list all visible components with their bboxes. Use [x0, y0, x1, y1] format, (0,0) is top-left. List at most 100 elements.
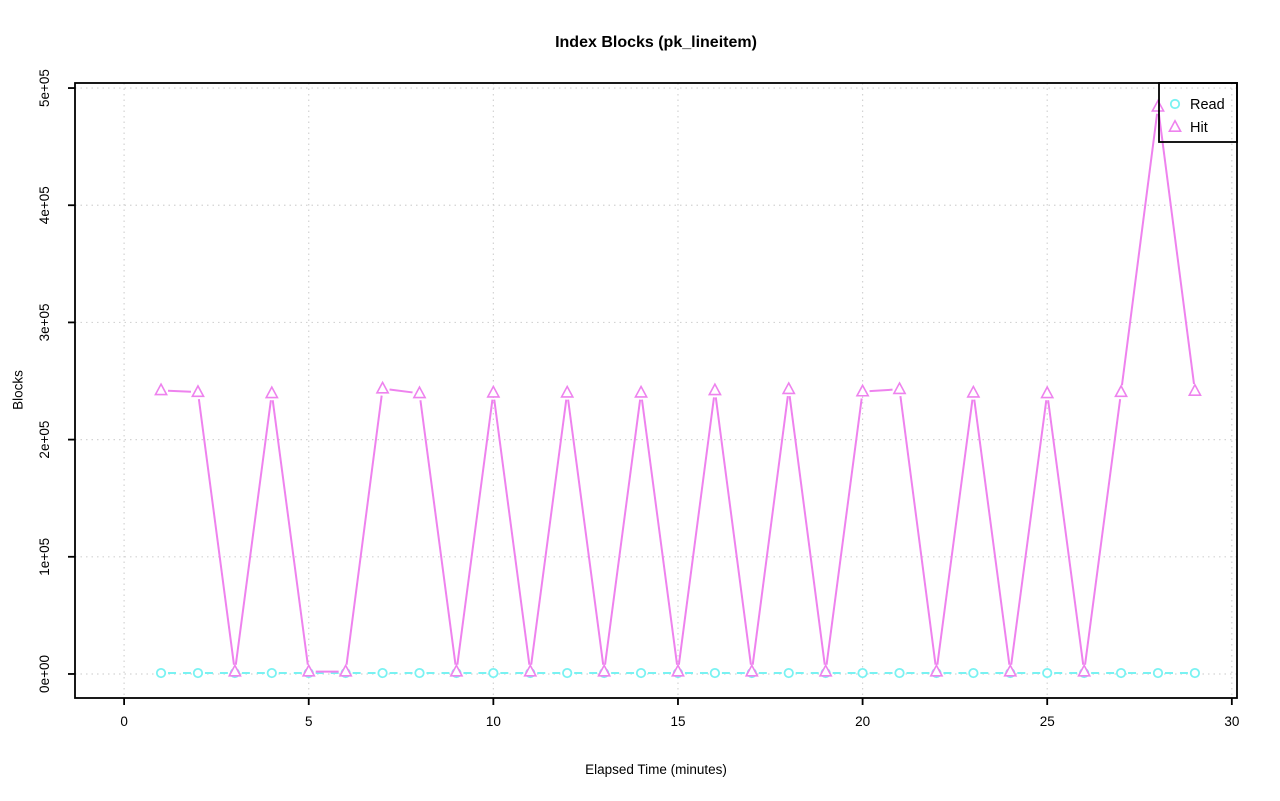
x-axis: 0 5 10 15 20 25 30	[120, 698, 1239, 729]
series-line-segment	[973, 399, 1011, 665]
circle-marker-icon	[1189, 667, 1201, 679]
legend-item-label: Read	[1190, 97, 1225, 113]
series-line-segment	[899, 396, 937, 665]
legend-read-marker-icon	[1169, 98, 1181, 110]
triangle-marker-icon	[338, 663, 353, 677]
circle-marker-icon	[968, 667, 979, 679]
circle-marker-icon	[857, 667, 868, 679]
x-axis-title: Elapsed Time (minutes)	[585, 762, 727, 777]
series-line-segment	[788, 396, 826, 665]
triangle-marker-icon	[412, 385, 427, 399]
gridlines	[75, 83, 1237, 698]
triangle-marker-icon	[1187, 383, 1202, 396]
series-line-segment	[1120, 113, 1159, 386]
triangle-marker-icon	[523, 663, 538, 677]
series-line-segment	[530, 399, 568, 665]
series-line-segment	[604, 399, 642, 665]
series-line-segment	[197, 398, 235, 665]
circle-marker-icon	[266, 667, 277, 679]
triangle-marker-icon	[375, 380, 390, 394]
series-line-segment	[234, 400, 272, 665]
triangle-marker-icon	[191, 384, 205, 398]
triangle-marker-icon	[301, 663, 316, 677]
triangle-marker-icon	[154, 382, 168, 396]
legend-hit-marker-icon	[1168, 119, 1182, 132]
triangle-marker-icon	[929, 663, 944, 677]
circle-marker-icon	[709, 667, 720, 679]
series-line-segment	[869, 388, 893, 393]
x-tick-label: 5	[305, 714, 313, 729]
triangle-marker-icon	[634, 384, 648, 398]
circle-marker-icon	[783, 667, 794, 679]
x-tick-label: 25	[1040, 714, 1055, 729]
triangle-marker-icon	[560, 384, 575, 398]
triangle-marker-icon	[855, 383, 870, 397]
triangle-marker-icon	[671, 663, 685, 677]
triangle-marker-icon	[966, 384, 981, 398]
series-line-segment	[419, 400, 457, 665]
y-tick-label: 0e+00	[37, 655, 52, 693]
y-tick-label: 5e+05	[37, 69, 52, 107]
series-line-segment	[389, 388, 413, 394]
series-line-segment	[567, 399, 605, 665]
y-tick-label: 2e+05	[37, 421, 52, 459]
circle-marker-icon	[1042, 667, 1053, 679]
series-line-segment	[271, 400, 309, 665]
y-tick-label: 3e+05	[37, 303, 52, 341]
series-line-segment	[640, 399, 679, 665]
series-line-segment	[1010, 400, 1048, 665]
circle-marker-icon	[1152, 667, 1164, 679]
plot-border	[74, 82, 1238, 699]
triangle-marker-icon	[781, 381, 796, 395]
triangle-marker-icon	[892, 381, 907, 395]
triangle-marker-icon	[486, 384, 501, 398]
y-tick-label: 1e+05	[37, 538, 52, 576]
circle-marker-icon	[414, 667, 425, 679]
legend-box	[1158, 82, 1238, 143]
y-axis: 0e+00 1e+05 2e+05 3e+05 4e+05 5e+05	[37, 69, 75, 693]
triangle-marker-icon	[744, 663, 759, 677]
triangle-marker-icon	[1040, 385, 1055, 399]
series-line-segment	[1084, 398, 1122, 665]
x-tick-label: 30	[1224, 714, 1239, 729]
x-tick-label: 0	[120, 714, 128, 729]
triangle-marker-icon	[1114, 384, 1128, 398]
triangle-marker-icon	[1003, 663, 1018, 677]
legend: Read Hit	[1158, 82, 1238, 143]
series-line-segment	[714, 397, 752, 665]
circle-marker-icon	[377, 667, 388, 679]
series-line-segment	[1047, 400, 1085, 665]
y-axis-title: Blocks	[10, 370, 26, 410]
circle-marker-icon	[192, 667, 204, 679]
triangle-marker-icon	[1077, 663, 1092, 677]
series-line-segment	[677, 397, 715, 665]
triangle-marker-icon	[818, 663, 833, 677]
triangle-marker-icon	[449, 663, 464, 677]
circle-marker-icon	[1115, 667, 1127, 679]
series-hit	[154, 98, 1202, 677]
series-line-segment	[1157, 113, 1195, 385]
series-line-segment	[751, 396, 789, 665]
x-tick-label: 20	[855, 714, 870, 729]
x-tick-label: 15	[670, 714, 685, 729]
series-line-segment	[345, 395, 383, 665]
circle-marker-icon	[155, 667, 167, 679]
legend-item-label: Hit	[1190, 120, 1208, 136]
series-line-segment	[936, 399, 974, 665]
triangle-marker-icon	[597, 663, 612, 677]
series-line-segment	[493, 399, 531, 665]
x-tick-label: 10	[486, 714, 501, 729]
triangle-marker-icon	[1151, 98, 1165, 112]
triangle-marker-icon	[227, 663, 242, 677]
series-line-segment	[825, 398, 863, 665]
circle-marker-icon	[488, 667, 499, 679]
circle-marker-icon	[894, 667, 905, 679]
y-tick-label: 4e+05	[37, 186, 52, 224]
triangle-marker-icon	[707, 382, 722, 396]
series-line-segment	[167, 389, 192, 393]
chart-title: Index Blocks (pk_lineitem)	[555, 34, 757, 51]
circle-marker-icon	[635, 667, 647, 679]
series-line-segment	[456, 399, 494, 665]
